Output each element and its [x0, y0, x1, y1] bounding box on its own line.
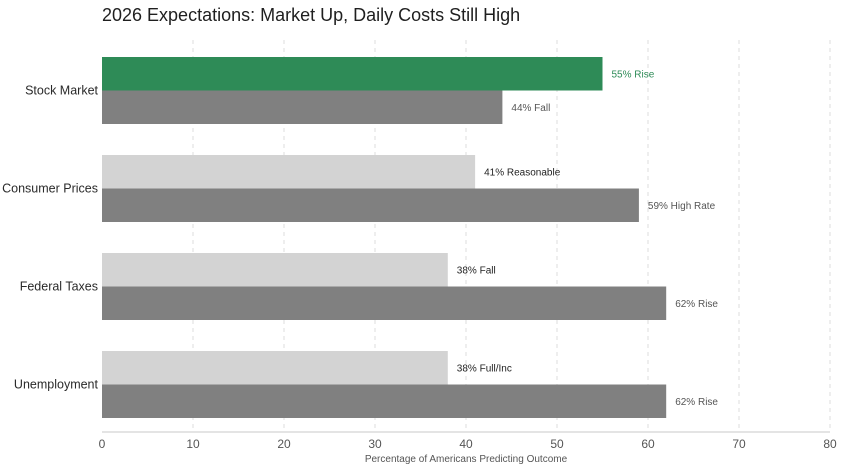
data-label: 62% Rise: [675, 299, 718, 310]
x-tick-label: 20: [277, 437, 291, 451]
bar: [102, 253, 448, 287]
x-tick-label: 0: [99, 437, 106, 451]
bar: [102, 90, 503, 124]
x-tick-label: 80: [823, 437, 837, 451]
x-tick-label: 30: [368, 437, 382, 451]
x-tick-label: 50: [550, 437, 564, 451]
category-labels: Stock Market Consumer Prices Federal Taxes…: [2, 84, 98, 392]
chart-title: 2026 Expectations: Market Up, Daily Cost…: [102, 5, 520, 25]
bar: [102, 384, 667, 418]
data-label: 38% Full/Inc: [457, 363, 512, 374]
x-tick-label: 70: [732, 437, 746, 451]
data-label: 38% Fall: [457, 265, 496, 276]
category-label: Stock Market: [25, 84, 98, 98]
bar: [102, 155, 476, 189]
category-label: Federal Taxes: [20, 280, 98, 294]
bar: [102, 188, 639, 222]
x-tick-label: 40: [459, 437, 473, 451]
x-axis-ticks: 0 10 20 30 40 50 60 70 80: [99, 437, 837, 451]
data-label: 44% Fall: [511, 103, 550, 114]
bar: [102, 286, 667, 320]
category-label: Unemployment: [14, 378, 99, 392]
bar: [102, 351, 448, 385]
bars: [102, 57, 667, 418]
x-axis-title: Percentage of Americans Predicting Outco…: [365, 454, 568, 465]
x-tick-label: 10: [186, 437, 200, 451]
data-labels: 55% Rise 44% Fall 41% Reasonable 59% High R…: [457, 69, 719, 408]
bar: [102, 57, 603, 91]
data-label: 59% High Rate: [648, 201, 716, 212]
data-label: 55% Rise: [612, 69, 655, 80]
x-tick-label: 60: [641, 437, 655, 451]
data-label: 62% Rise: [675, 397, 718, 408]
data-label: 41% Reasonable: [484, 167, 561, 178]
category-label: Consumer Prices: [2, 182, 98, 196]
